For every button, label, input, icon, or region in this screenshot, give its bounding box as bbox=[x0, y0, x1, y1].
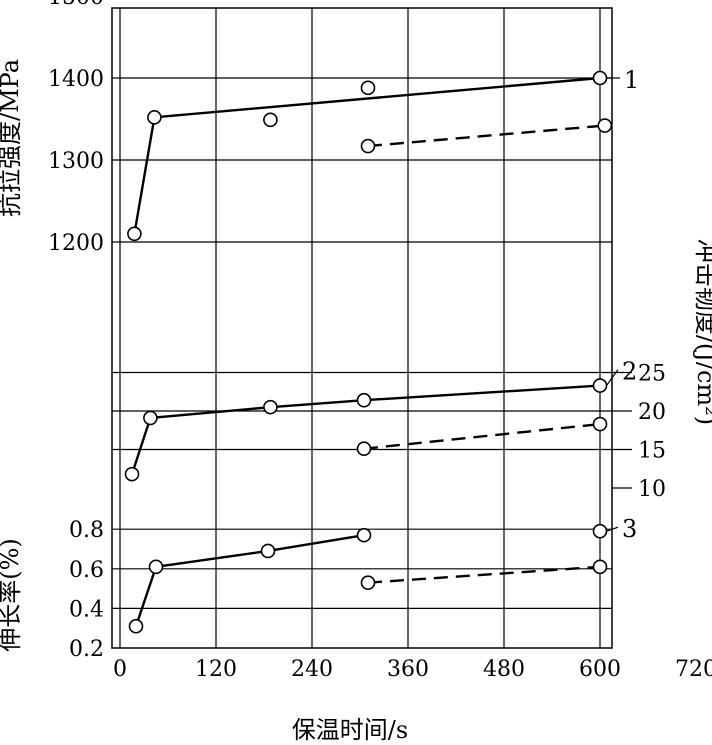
data-point bbox=[263, 112, 278, 128]
y-tick-label-elongation: 0.8 bbox=[69, 518, 104, 543]
x-tick-label: 360 bbox=[387, 657, 429, 682]
y-tick-label-elongation: 0.4 bbox=[69, 597, 104, 622]
data-point bbox=[356, 392, 372, 408]
plot-frame bbox=[111, 7, 613, 649]
curve-label: 1 bbox=[624, 66, 639, 94]
x-axis-title: 保温时间/s bbox=[292, 716, 408, 744]
data-point bbox=[148, 559, 164, 575]
data-point bbox=[597, 118, 613, 133]
y-tick-label-right: 15 bbox=[638, 439, 666, 464]
data-point bbox=[592, 70, 608, 86]
data-point bbox=[356, 441, 372, 457]
series-line-dashed bbox=[367, 565, 601, 584]
series-line-solid bbox=[133, 76, 601, 235]
y-tick-label-strength: 1500 bbox=[48, 0, 104, 10]
data-point bbox=[260, 543, 276, 559]
x-tick-label: 240 bbox=[291, 657, 333, 682]
x-tick-label: 120 bbox=[195, 657, 237, 682]
y-tick-label-strength: 1400 bbox=[48, 67, 104, 92]
series-line-dashed bbox=[367, 124, 605, 148]
x-tick-label: 480 bbox=[483, 657, 525, 682]
x-tick-label: 600 bbox=[579, 657, 621, 682]
y-axis-title-toughness: 冲击韧度/(J/cm²) bbox=[692, 239, 712, 425]
y-tick-label-strength: 1200 bbox=[48, 231, 104, 256]
curve-label: 2 bbox=[622, 358, 637, 386]
data-point bbox=[143, 410, 158, 426]
y-axis-title-elongation: 伸长率(%) bbox=[0, 538, 24, 652]
x-tick-label: 0 bbox=[113, 657, 127, 682]
x-tick-label: 720 bbox=[675, 657, 712, 682]
data-point bbox=[356, 527, 372, 543]
y-tick-label-elongation: 0.6 bbox=[69, 558, 104, 583]
data-point bbox=[360, 80, 376, 96]
y-axis-title-strength: 抗拉强度/MPa bbox=[0, 59, 24, 217]
data-point bbox=[124, 466, 140, 482]
y-tick-label-strength: 1300 bbox=[48, 149, 104, 174]
series-line-solid bbox=[134, 533, 365, 627]
data-point bbox=[147, 110, 162, 125]
y-tick-label-right: 25 bbox=[638, 362, 666, 387]
y-tick-label-right: 20 bbox=[638, 400, 666, 425]
data-point bbox=[592, 416, 608, 432]
data-point bbox=[128, 618, 144, 634]
curve-label: 3 bbox=[622, 515, 637, 543]
data-point bbox=[127, 226, 142, 242]
data-point bbox=[592, 559, 608, 575]
y-tick-label-elongation: 0.2 bbox=[69, 637, 104, 662]
data-point bbox=[360, 575, 376, 590]
curve-label-leader bbox=[606, 369, 619, 386]
y-tick-label-right: 10 bbox=[638, 477, 666, 502]
data-point bbox=[263, 399, 278, 415]
data-point bbox=[592, 378, 608, 393]
data-point bbox=[592, 523, 608, 539]
series-line-dashed bbox=[363, 422, 601, 450]
curve-label-leader bbox=[606, 526, 619, 532]
data-point bbox=[360, 138, 376, 154]
